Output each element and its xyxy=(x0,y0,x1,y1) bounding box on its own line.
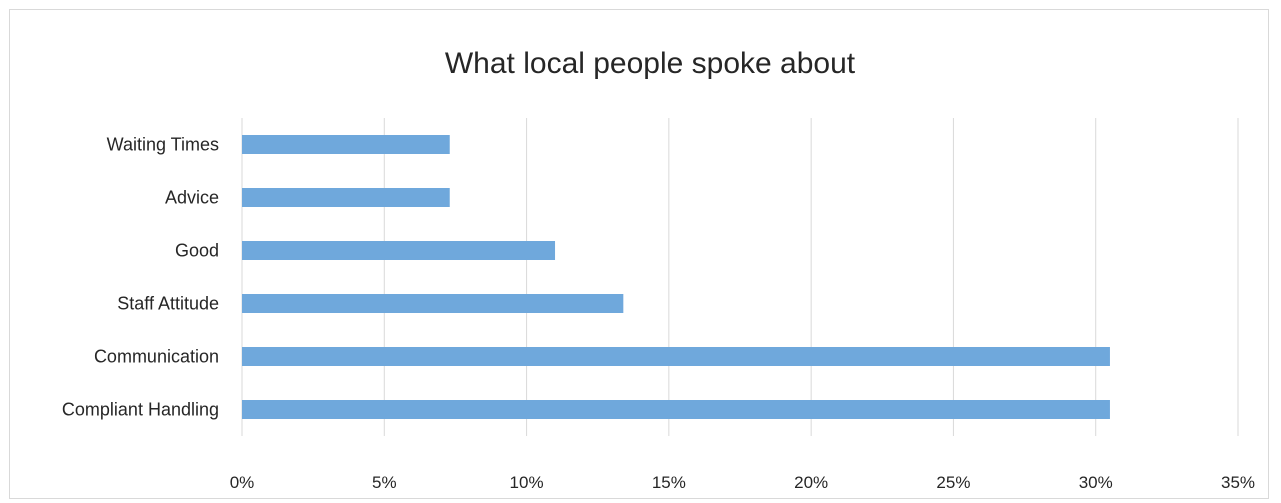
category-labels: Compliant Handling Communication Staff Att… xyxy=(62,135,219,420)
chart-title: What local people spoke about xyxy=(445,47,856,80)
gridlines xyxy=(241,118,1239,436)
bar-staff-attitude xyxy=(242,294,624,313)
x-tick-label: 15% xyxy=(652,473,686,492)
x-tick-label: 35% xyxy=(1221,473,1255,492)
bar-communication xyxy=(242,347,1110,366)
category-label: Communication xyxy=(94,347,219,367)
x-tick-label: 10% xyxy=(510,473,544,492)
bar-compliant-handling xyxy=(242,400,1110,419)
category-label: Advice xyxy=(165,188,219,208)
x-tick-label: 0% xyxy=(230,473,255,492)
x-axis-tick-labels: 0% 5% 10% 15% 20% 25% 30% 35% xyxy=(230,473,1255,492)
category-label: Compliant Handling xyxy=(62,400,219,420)
x-tick-label: 25% xyxy=(936,473,970,492)
x-tick-label: 30% xyxy=(1079,473,1113,492)
category-label: Good xyxy=(175,241,219,261)
category-label: Staff Attitude xyxy=(117,294,219,314)
bar-advice xyxy=(242,188,450,207)
bar-good xyxy=(242,241,556,260)
x-tick-label: 5% xyxy=(372,473,397,492)
x-tick-label: 20% xyxy=(794,473,828,492)
bar-waiting-times xyxy=(242,135,450,154)
bars xyxy=(242,135,1110,419)
category-label: Waiting Times xyxy=(107,135,219,155)
